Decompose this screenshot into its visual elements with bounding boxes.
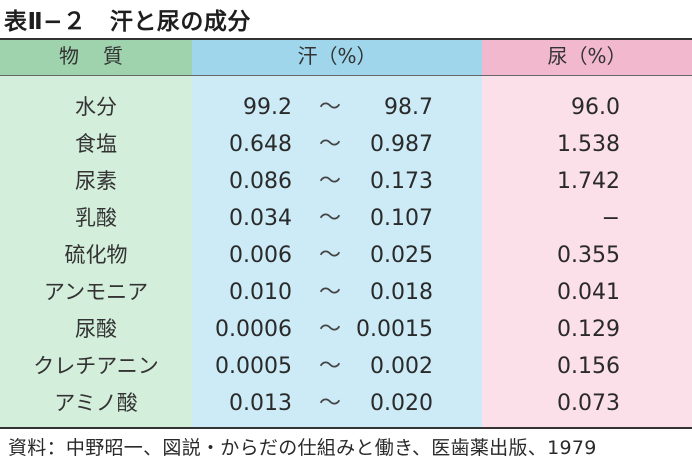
urine-header-bg [482,38,692,75]
bottom-rule [0,427,692,429]
table-row: 尿素 0.086 ～ 0.173 1.742 [0,163,692,200]
sweat-max-value: 0.0015 [356,317,433,342]
sweat-min-value: 0.006 [229,243,292,268]
sweat-min-value: 0.648 [229,132,292,157]
sweat-column-bg [192,38,482,429]
urine-value: 0.073 [557,391,620,416]
table-title: 表Ⅱ−２ 汗と尿の成分 [4,9,251,35]
substance-name: 食塩 [75,132,117,156]
sweat-max-value: 0.018 [370,280,433,305]
urine-column-bg [482,38,692,429]
range-tilde: ～ [318,243,341,268]
substance-header-bg [0,38,192,75]
table-row: クレチアニン 0.0005 ～ 0.002 0.156 [0,348,692,385]
substance-name: 尿酸 [75,317,117,341]
substance-name: 水分 [75,95,117,119]
table-row: 尿酸 0.0006 ～ 0.0015 0.129 [0,311,692,348]
sweat-max-value: 0.020 [370,391,433,416]
substance-name: 乳酸 [75,206,117,230]
range-tilde: ～ [318,280,341,305]
urine-value: − [601,206,620,231]
sweat-header-bg [192,38,482,75]
range-tilde: ～ [318,132,341,157]
table-row: 水分 99.2 ～ 98.7 96.0 [0,89,692,126]
sweat-min-value: 0.0006 [215,317,292,342]
table-row: 乳酸 0.034 ～ 0.107 − [0,200,692,237]
substance-column-bg [0,38,192,429]
sweat-max-value: 0.002 [370,354,433,379]
table-row: アンモニア 0.010 ～ 0.018 0.041 [0,274,692,311]
composition-table: 物質 汗（%） 尿（%） 水分 99.2 ～ 98.7 96.0 食塩 0.648 ～ 0.98… [0,38,692,429]
sweat-min-value: 99.2 [243,95,292,120]
table-row: アミノ酸 0.013 ～ 0.020 0.073 [0,385,692,422]
sweat-max-value: 0.987 [370,132,433,157]
urine-value: 0.129 [557,317,620,342]
top-rule [0,38,692,40]
urine-value: 1.538 [557,132,620,157]
range-tilde: ～ [318,169,341,194]
range-tilde: ～ [318,317,341,342]
urine-value: 1.742 [557,169,620,194]
sweat-min-value: 0.086 [229,169,292,194]
range-tilde: ～ [318,95,341,120]
substance-name: クレチアニン [33,354,159,378]
sweat-max-value: 0.107 [370,206,433,231]
sweat-min-value: 0.0005 [215,354,292,379]
sweat-max-value: 0.025 [370,243,433,268]
header-sweat: 汗（%） [297,44,377,68]
range-tilde: ～ [318,206,341,231]
source-note: 資料：中野昭一、図説・からだの仕組みと働き、医歯薬出版、1979 [8,437,597,459]
urine-value: 0.355 [557,243,620,268]
range-tilde: ～ [318,354,341,379]
header-substance: 物質 [59,44,147,68]
substance-name: アミノ酸 [54,391,138,415]
urine-value: 0.156 [557,354,620,379]
sweat-max-value: 98.7 [384,95,433,120]
sweat-max-value: 0.173 [370,169,433,194]
table-row: 食塩 0.648 ～ 0.987 1.538 [0,126,692,163]
sweat-min-value: 0.034 [229,206,292,231]
header-urine: 尿（%） [547,44,627,68]
urine-value: 0.041 [557,280,620,305]
substance-name: 尿素 [75,169,117,193]
substance-name: アンモニア [43,280,149,304]
substance-name: 硫化物 [64,243,128,267]
table-row: 硫化物 0.006 ～ 0.025 0.355 [0,237,692,274]
range-tilde: ～ [318,391,341,416]
sweat-min-value: 0.010 [229,280,292,305]
urine-value: 96.0 [571,95,620,120]
header-rule [0,75,692,76]
sweat-min-value: 0.013 [229,391,292,416]
